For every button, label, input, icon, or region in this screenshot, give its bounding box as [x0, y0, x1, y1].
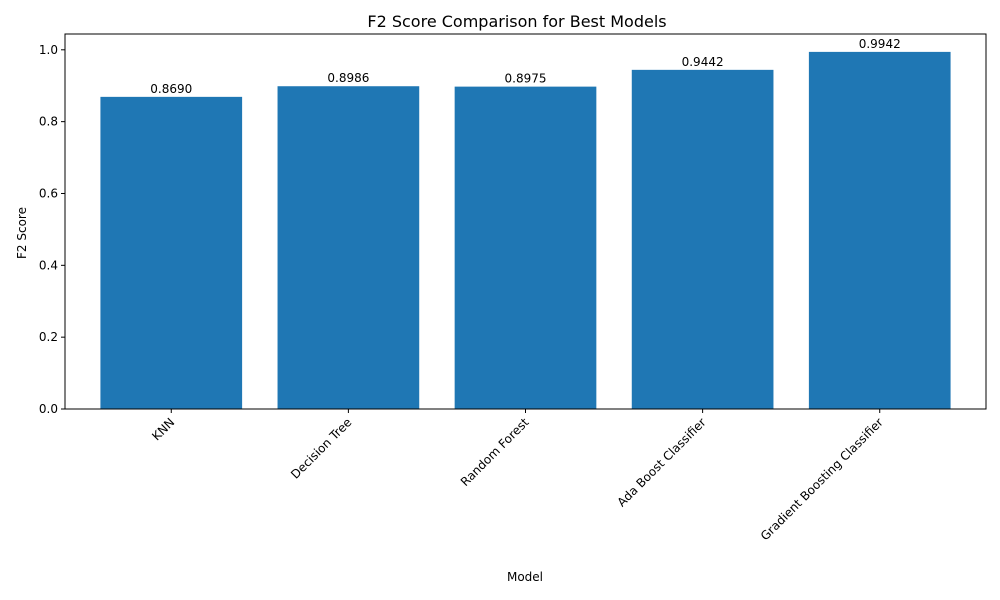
x-tick-label: Random Forest [458, 415, 532, 489]
x-tick-label: Gradient Boosting Classifier [758, 415, 886, 543]
y-tick-label: 0.4 [39, 258, 58, 272]
y-tick-label: 1.0 [39, 43, 58, 57]
data-label: 0.8986 [327, 71, 369, 85]
x-tick-label: KNN [149, 415, 177, 443]
data-label: 0.8690 [150, 82, 192, 96]
y-tick-label: 0.6 [39, 186, 58, 200]
y-axis: 0.0 0.2 0.4 0.6 0.8 1.0 [39, 43, 65, 416]
bar-decision-tree [277, 86, 420, 409]
chart-title: F2 Score Comparison for Best Models [367, 12, 666, 31]
bar-gradient-boosting-classifier [808, 51, 951, 409]
data-label: 0.8975 [505, 72, 547, 86]
bar-ada-boost-classifier [631, 69, 774, 409]
y-tick-label: 0.8 [39, 115, 58, 129]
y-tick-label: 0.0 [39, 402, 58, 416]
plot-frame [64, 33, 987, 410]
data-label: 0.9442 [682, 55, 724, 69]
x-tick-label: Decision Tree [288, 415, 354, 481]
y-axis-label: F2 Score [15, 207, 29, 259]
bar-knn [100, 96, 243, 409]
x-axis-label: Model [507, 570, 543, 584]
x-tick-label: Ada Boost Classifier [615, 415, 709, 509]
bar-random-forest [454, 86, 597, 409]
data-labels-group: 0.8690 0.8986 0.8975 0.9442 0.9942 [150, 37, 900, 96]
x-axis: KNN Decision Tree Random Forest Ada Boost C… [149, 409, 886, 543]
bars-group [100, 51, 951, 409]
data-label: 0.9942 [859, 37, 901, 51]
y-tick-label: 0.2 [39, 330, 58, 344]
